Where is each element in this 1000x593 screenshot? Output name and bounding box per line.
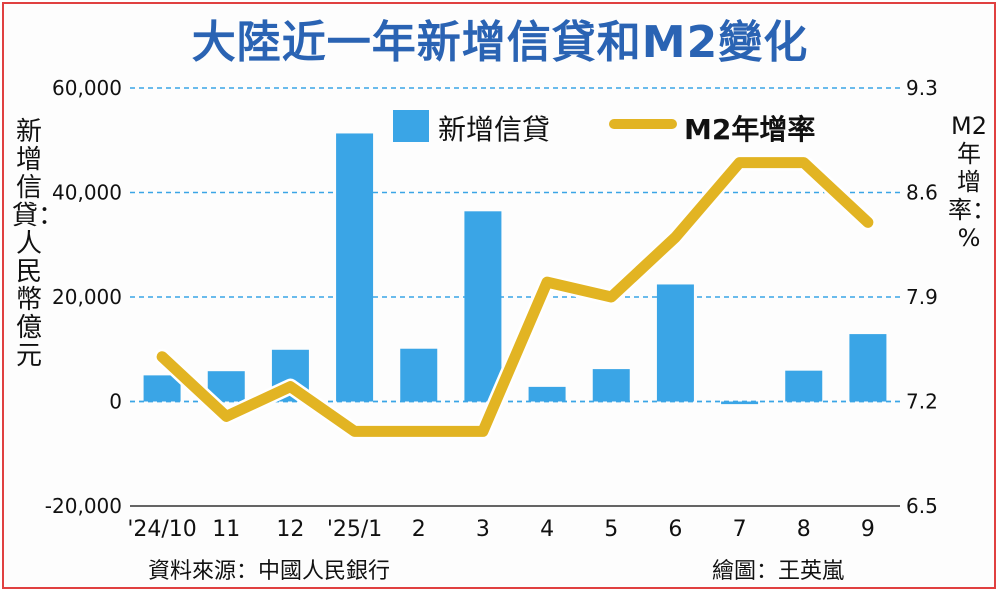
right-axis-label: M2年增率：% xyxy=(948,112,996,252)
left-tick-label: 0 xyxy=(109,390,122,414)
left-axis-ticks: 60,000 40,000 20,000 0 -20,000 xyxy=(45,76,122,518)
legend-label-m2: M2年增率 xyxy=(684,113,815,146)
credit-bar xyxy=(336,133,374,402)
x-axis-ticks: '24/10 11 12 '25/1 2 3 4 5 6 7 8 9 xyxy=(127,517,875,542)
credit-bar xyxy=(592,369,630,402)
x-tick-label: 5 xyxy=(604,517,618,542)
credit-bar xyxy=(785,370,823,402)
legend-label-credit: 新增信貸 xyxy=(438,113,550,146)
right-tick-label: 6.5 xyxy=(906,494,938,518)
credit-bar xyxy=(721,401,759,405)
right-tick-label: 7.2 xyxy=(906,390,938,414)
x-tick-label: 8 xyxy=(797,517,811,542)
credit-bar xyxy=(849,334,887,402)
x-tick-label: 2 xyxy=(412,517,426,542)
credit-bar xyxy=(528,386,566,402)
source-note: 資料來源：中國人民銀行 xyxy=(148,559,391,584)
x-tick-label: 3 xyxy=(476,517,490,542)
legend: 新增信貸 M2年增率 xyxy=(393,110,815,146)
x-tick-label: 6 xyxy=(668,517,682,542)
x-tick-label: '24/10 xyxy=(127,517,196,542)
x-tick-label: 9 xyxy=(861,517,875,542)
m2-line xyxy=(154,154,876,440)
gridlines xyxy=(130,87,900,507)
credit-bar xyxy=(656,284,694,402)
left-tick-label: 40,000 xyxy=(52,181,122,205)
m2-line-path xyxy=(156,157,874,437)
right-tick-label: 9.3 xyxy=(906,76,938,100)
x-tick-label: 4 xyxy=(540,517,554,542)
right-tick-label: 8.6 xyxy=(906,181,938,205)
credit-note: 繪圖：王英嵐 xyxy=(712,559,845,584)
x-tick-label: '25/1 xyxy=(327,517,382,542)
left-tick-label: 20,000 xyxy=(52,285,122,309)
right-axis-ticks: 9.3 8.6 7.9 7.2 6.5 xyxy=(906,76,938,518)
x-tick-label: 11 xyxy=(212,517,240,542)
chart-title: 大陸近一年新增信貸和M2變化 xyxy=(191,17,809,68)
left-tick-label: -20,000 xyxy=(45,494,122,518)
legend-swatch-credit xyxy=(393,110,429,142)
x-tick-label: 12 xyxy=(276,517,304,542)
left-axis-label: 新增信貸：人民幣億元 xyxy=(12,117,65,371)
left-tick-label: 60,000 xyxy=(52,76,122,100)
right-tick-label: 7.9 xyxy=(906,285,938,309)
credit-bar xyxy=(143,375,181,402)
x-tick-label: 7 xyxy=(733,517,747,542)
credit-bar xyxy=(464,211,502,402)
credit-bar xyxy=(400,348,438,402)
